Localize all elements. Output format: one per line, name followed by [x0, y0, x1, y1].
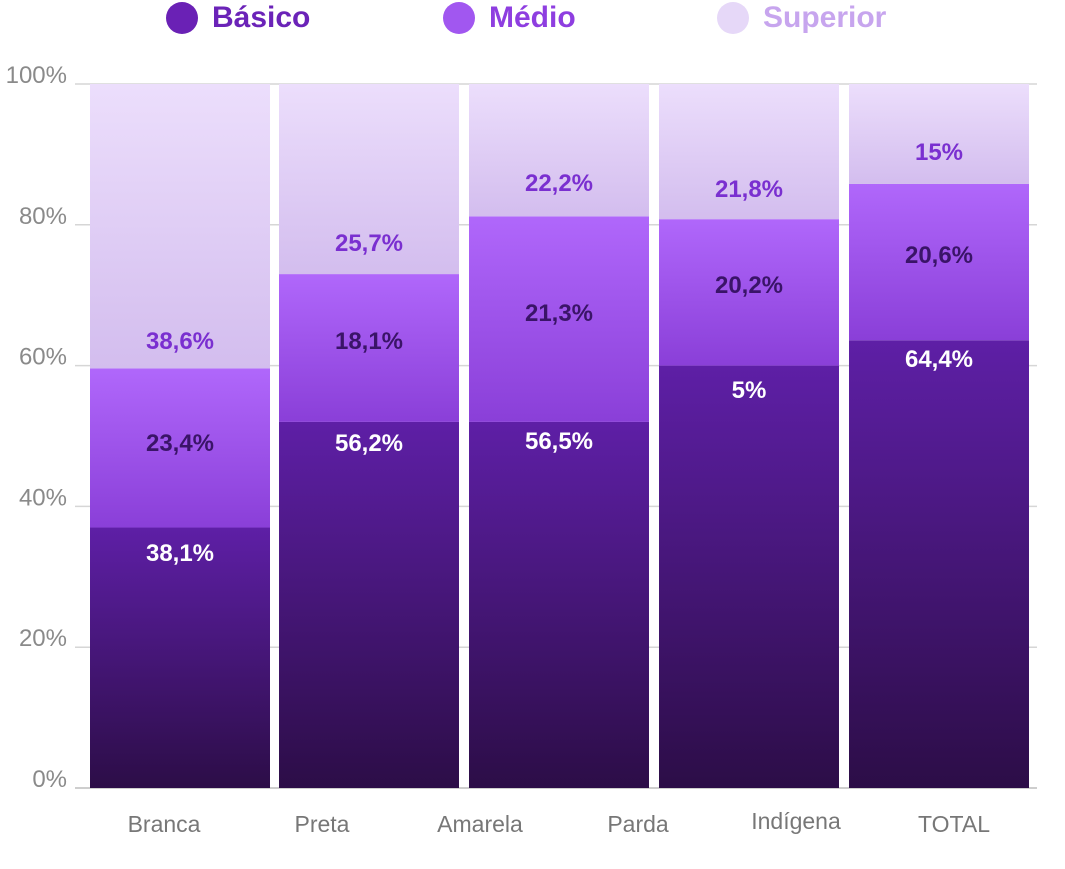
legend-item-superior: Superior [717, 0, 886, 36]
x-tick-label-amarela: Amarela [437, 811, 523, 837]
x-tick-label-total: TOTAL [918, 811, 990, 837]
legend-label-superior: Superior [763, 1, 887, 34]
bar-basico-amarela [469, 421, 649, 788]
data-label-superior-amarela: 22,2% [525, 170, 593, 197]
x-tick-label-preta: Preta [295, 811, 350, 837]
legend-swatch-superior [717, 2, 749, 34]
y-tick-label: 0% [32, 766, 67, 793]
y-tick-label: 20% [19, 625, 67, 652]
y-tick-label: 60% [19, 344, 67, 371]
bar-superior-total [849, 84, 1029, 184]
legend-label-medio: Médio [489, 1, 576, 34]
data-label-medio-amarela: 21,3% [525, 300, 593, 327]
bar-medio-preta [279, 274, 459, 422]
data-label-basico-amarela: 56,5% [525, 428, 593, 455]
data-label-superior-branca: 38,6% [146, 328, 214, 355]
bars [90, 84, 1029, 788]
bar-basico-parda [659, 365, 839, 788]
data-label-basico-branca: 38,1% [146, 540, 214, 567]
y-tick-label: 100% [6, 62, 67, 89]
data-label-medio-branca: 23,4% [146, 430, 214, 457]
legend-label-basico: Básico [212, 1, 311, 34]
bar-basico-branca [90, 527, 270, 788]
data-label-superior-total: 15% [915, 139, 963, 166]
data-label-basico-preta: 56,2% [335, 430, 403, 457]
data-label-basico-total: 64,4% [905, 346, 973, 373]
y-tick-label: 40% [19, 484, 67, 511]
bar-superior-branca [90, 84, 270, 369]
y-axis: 0% 20% 40% 60% 80% 100% [6, 62, 67, 793]
bar-medio-total [849, 183, 1029, 341]
legend-item-basico: Básico [166, 0, 310, 36]
y-tick-label: 80% [19, 203, 67, 230]
bar-basico-total [849, 340, 1029, 788]
bar-basico-preta [279, 421, 459, 788]
legend-swatch-medio [443, 2, 475, 34]
data-label-superior-preta: 25,7% [335, 230, 403, 257]
bar-medio-amarela [469, 216, 649, 422]
legend-item-medio: Médio [443, 0, 576, 36]
x-tick-label-branca: Branca [128, 811, 201, 837]
data-label-basico-parda: 5% [732, 377, 767, 404]
data-labels: 38,1% 23,4% 38,6% 56,2% 18,1% 25,7% 56,5% 21,3%… [146, 139, 973, 567]
bar-medio-indigena [659, 219, 839, 366]
legend-swatch-basico [166, 2, 198, 34]
bar-superior-amarela [469, 84, 649, 217]
bar-medio-branca [90, 368, 270, 528]
data-label-medio-indigena: 20,2% [715, 272, 783, 299]
data-label-superior-indigena: 21,8% [715, 176, 783, 203]
x-tick-label-indigena: Indígena [751, 808, 841, 834]
bar-superior-preta [279, 84, 459, 275]
data-label-medio-preta: 18,1% [335, 328, 403, 355]
x-axis: Branca Preta Amarela Parda Indígena TOTAL [128, 808, 991, 837]
x-tick-label-parda: Parda [607, 811, 669, 837]
data-label-medio-total: 20,6% [905, 242, 973, 269]
legend: Básico Médio Superior [0, 0, 1065, 40]
bar-superior-indigena [659, 84, 839, 220]
